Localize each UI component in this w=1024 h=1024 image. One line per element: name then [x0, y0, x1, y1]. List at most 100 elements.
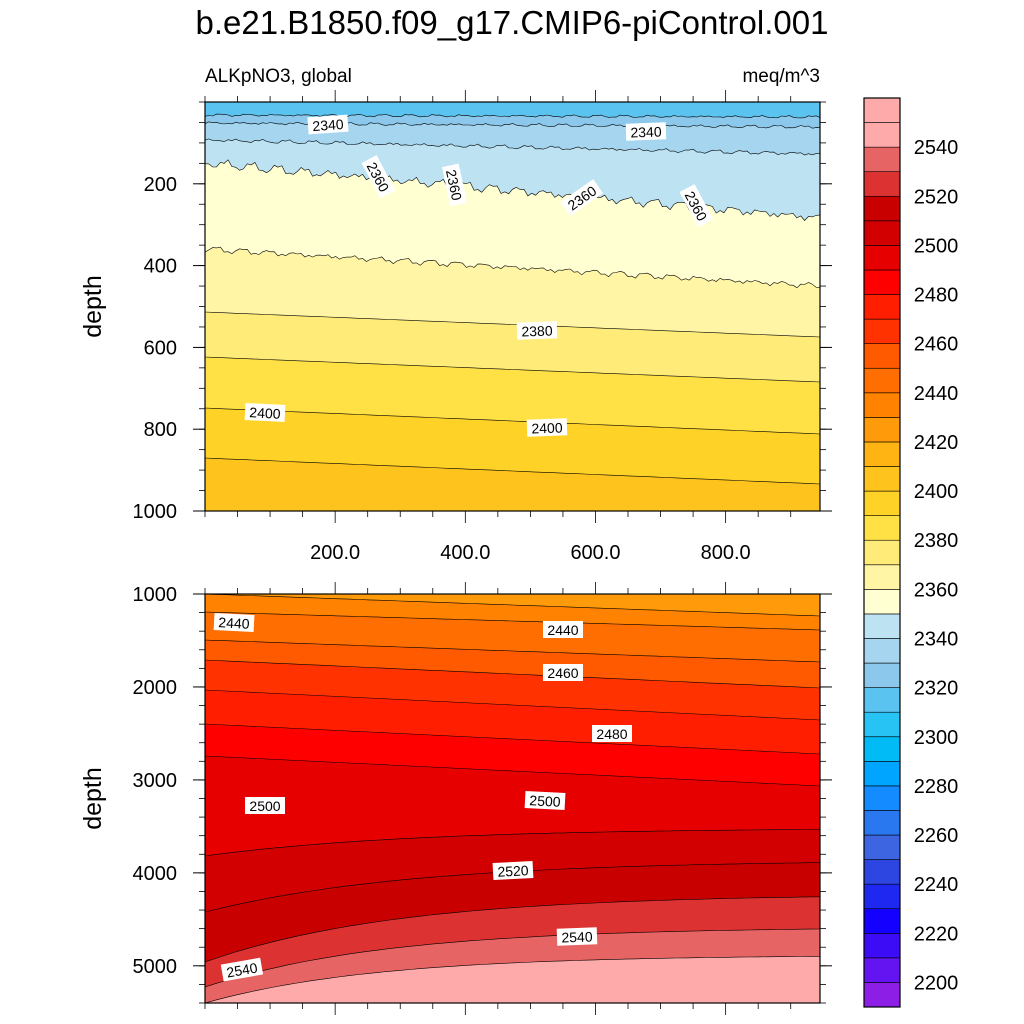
colorbar-label: 2440 — [914, 383, 959, 405]
xtick-label-upper: 800.0 — [701, 542, 751, 564]
colorbar-bin — [863, 785, 901, 811]
contour-label-text: 2380 — [521, 322, 553, 339]
ytick-label-lower: 3000 — [133, 770, 178, 792]
colorbar-bin — [863, 662, 901, 688]
contour-line-lower-5 — [205, 723, 820, 755]
colorbar-label: 2500 — [914, 235, 959, 257]
contour-line-upper-5 — [205, 311, 820, 338]
colorbar-label: 2480 — [914, 285, 959, 307]
contour-label-lower-2: 2460 — [543, 664, 583, 681]
colorbar-bin — [863, 908, 901, 934]
colorbar-label: 2220 — [914, 923, 959, 945]
colorbar-bin — [863, 392, 901, 418]
contour-label-upper-3: 2360 — [442, 163, 467, 207]
colorbar-bin — [863, 761, 901, 787]
colorbar-label: 2260 — [914, 825, 959, 847]
xtick-label-upper: 400.0 — [440, 542, 490, 564]
contour-line-upper-6 — [205, 356, 820, 383]
ylabel-upper: depth — [79, 275, 107, 338]
colorbar-bin — [863, 417, 901, 443]
colorbar-label: 2300 — [914, 727, 959, 749]
colorbar-label: 2320 — [914, 678, 959, 700]
colorbar-bin — [863, 441, 901, 467]
contour-label-text: 2400 — [249, 404, 281, 422]
contour-fill-upper-8 — [205, 458, 820, 511]
contour-label-text: 2460 — [547, 665, 578, 681]
chart-title: b.e21.B1850.f09_g17.CMIP6-piControl.001 — [196, 4, 829, 41]
ytick-label-lower: 4000 — [133, 863, 178, 885]
contour-label-upper-0: 2340 — [307, 114, 349, 135]
ylabel-lower: depth — [79, 767, 107, 830]
colorbar-label: 2460 — [914, 334, 959, 356]
contour-label-text: 2440 — [218, 614, 250, 632]
ytick-label-upper: 800 — [144, 419, 177, 441]
contour-line-upper-2 — [205, 138, 820, 156]
ytick-label-lower: 5000 — [133, 956, 178, 978]
contour-line-lower-2 — [205, 639, 820, 663]
colorbar: 2540 2520 2500 2480 2460 2440 2420 2400 2380 2360… — [863, 97, 959, 1008]
colorbar-label: 2420 — [914, 432, 959, 454]
colorbar-bin — [863, 957, 901, 983]
contour-line-lower-3 — [205, 659, 820, 689]
contour-label-text: 2400 — [531, 419, 563, 436]
contour-line-lower-9 — [205, 896, 820, 963]
colorbar-label: 2380 — [914, 530, 959, 552]
colorbar-bin — [863, 539, 901, 566]
colorbar-bin — [863, 171, 901, 197]
contour-fill-lower-11 — [205, 956, 820, 1003]
colorbar-bin — [863, 564, 901, 590]
colorbar-bin — [863, 367, 901, 394]
colorbar-bin — [863, 859, 901, 885]
contour-label-upper-8: 2400 — [526, 418, 568, 437]
colorbar-label: 2400 — [914, 481, 959, 503]
contour-label-text: 2520 — [497, 862, 529, 880]
colorbar-bin — [863, 318, 901, 344]
colorbar-bin — [863, 490, 901, 516]
colorbar-bin — [863, 195, 901, 222]
ytick-label-upper: 1000 — [133, 501, 178, 523]
colorbar-bin — [863, 515, 901, 541]
colorbar-bin — [863, 687, 901, 713]
contour-label-lower-0: 2440 — [213, 612, 255, 633]
contour-label-text: 2360 — [443, 168, 465, 202]
colorbar-bin — [863, 294, 901, 320]
contour-label-upper-7: 2400 — [244, 402, 286, 423]
contour-line-lower-10 — [205, 928, 820, 988]
contour-label-upper-6: 2380 — [516, 321, 558, 340]
contour-line-upper-4 — [205, 246, 820, 289]
colorbar-bin — [863, 97, 901, 123]
contour-label-text: 2440 — [547, 622, 578, 638]
units-label: meq/m^3 — [742, 66, 820, 87]
colorbar-bin — [863, 982, 901, 1008]
colorbar-bin — [863, 932, 901, 959]
colorbar-bin — [863, 638, 901, 664]
contour-line-lower-7 — [205, 829, 820, 857]
colorbar-bin — [863, 711, 901, 738]
contour-label-lower-1: 2440 — [543, 621, 583, 638]
contour-label-text: 2480 — [596, 726, 627, 742]
contour-line-lower-0 — [205, 594, 820, 617]
colorbar-bin — [863, 466, 901, 492]
contour-label-text: 2500 — [249, 798, 280, 814]
colorbar-bin — [863, 810, 901, 836]
contour-label-upper-1: 2340 — [625, 122, 667, 141]
contour-line-upper-0 — [205, 113, 820, 119]
colorbar-bin — [863, 269, 901, 295]
contour-label-text: 2500 — [529, 792, 561, 810]
lower-panel: 2440 2440 2460 2480 2500 2500 2520 2540 2540 1000… — [79, 582, 832, 1015]
contour-label-text: 2540 — [225, 959, 259, 980]
ytick-label-lower: 2000 — [133, 677, 178, 699]
contour-line-upper-1 — [205, 121, 820, 129]
contour-line-upper-8 — [205, 457, 820, 485]
contour-line-lower-4 — [205, 689, 820, 721]
ytick-label-upper: 600 — [144, 337, 177, 359]
colorbar-bin — [863, 343, 901, 369]
colorbar-frame — [863, 97, 901, 1008]
contour-label-lower-7: 2540 — [556, 927, 598, 946]
contour-label-lower-4: 2500 — [245, 797, 285, 814]
colorbar-bin — [863, 883, 901, 910]
contour-label-lower-6: 2520 — [492, 860, 534, 881]
contour-label-lower-8: 2540 — [220, 957, 264, 982]
